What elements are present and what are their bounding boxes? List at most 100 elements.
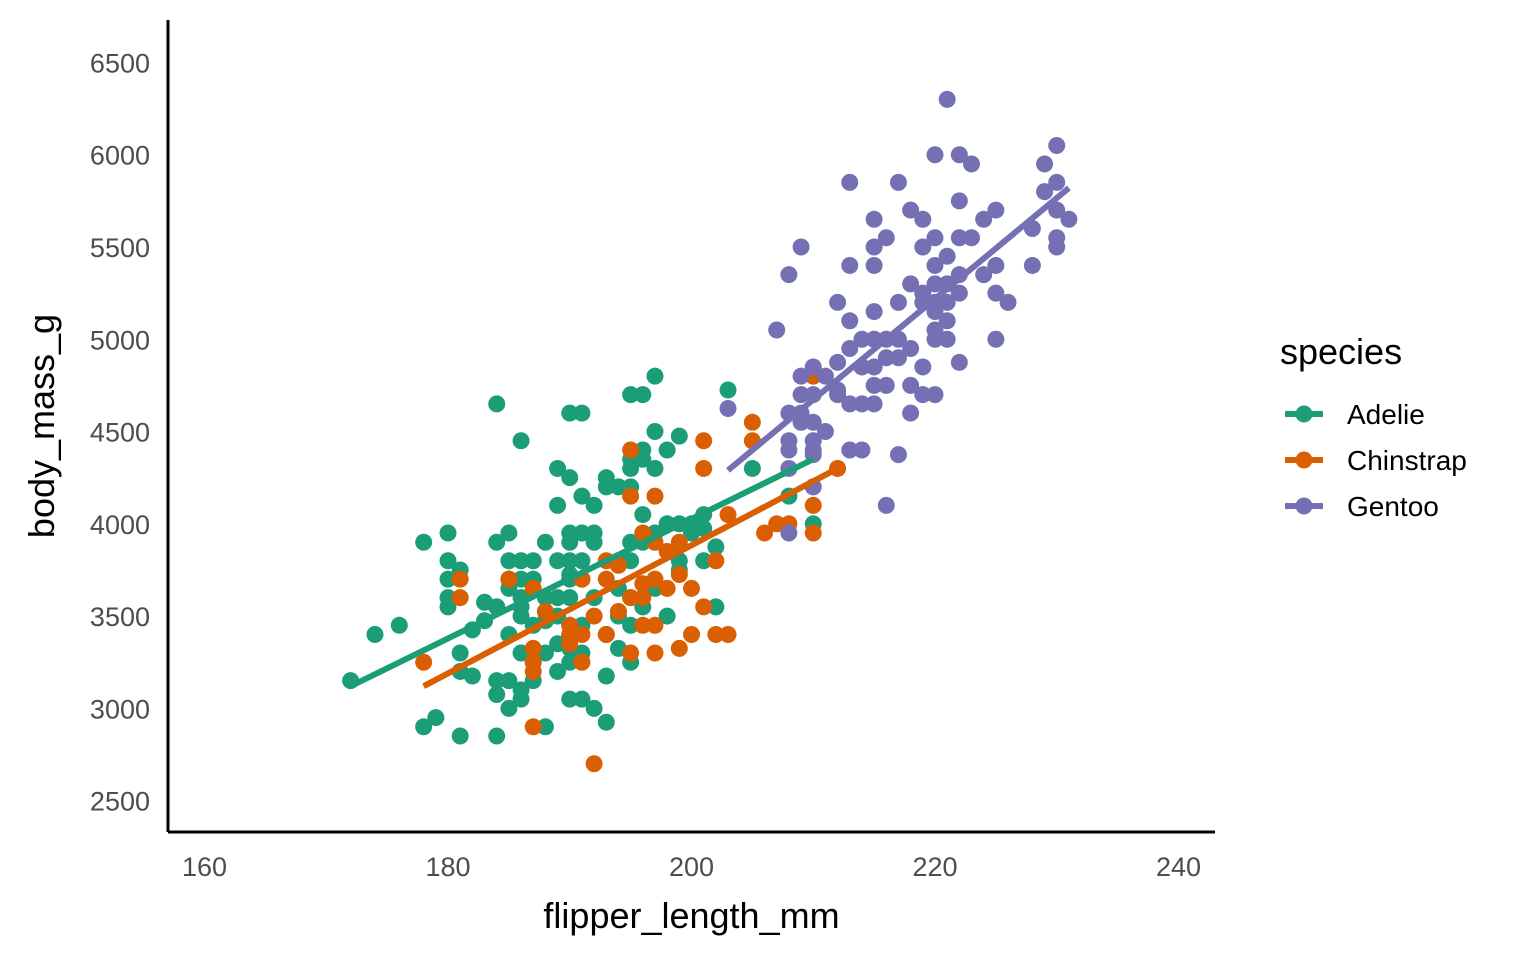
- y-tick-label: 4000: [90, 510, 150, 540]
- data-point: [816, 367, 834, 385]
- data-point: [683, 626, 700, 644]
- data-point: [743, 459, 761, 477]
- y-tick-labels: 2500 3000 3500 4000 4500 5000 5500 6000 6500: [90, 48, 150, 816]
- data-point: [889, 293, 907, 311]
- data-point: [963, 229, 981, 247]
- data-point: [780, 266, 798, 284]
- data-point: [889, 446, 907, 464]
- data-point: [804, 358, 822, 376]
- data-point: [622, 644, 640, 662]
- data-point: [512, 552, 530, 570]
- data-point: [829, 353, 847, 371]
- data-point: [415, 718, 433, 736]
- data-point: [488, 686, 506, 704]
- data-point: [804, 496, 822, 514]
- data-point: [841, 441, 859, 459]
- data-point: [926, 229, 944, 247]
- data-point: [792, 367, 810, 385]
- data-point: [1048, 201, 1066, 219]
- data-point: [451, 589, 469, 607]
- data-point: [646, 570, 664, 588]
- data-point: [999, 293, 1017, 311]
- points-layer: [342, 90, 1078, 773]
- data-point: [865, 256, 883, 274]
- data-point: [634, 506, 652, 524]
- data-point: [987, 284, 1005, 302]
- data-point: [561, 635, 579, 653]
- data-point: [597, 626, 615, 644]
- data-point: [488, 727, 506, 745]
- trend-lines-layer: [349, 185, 1071, 689]
- data-point: [804, 441, 822, 459]
- data-point: [902, 201, 920, 219]
- data-point: [634, 450, 652, 468]
- data-point: [1023, 256, 1041, 274]
- data-point: [865, 238, 883, 256]
- x-axis-title: flipper_length_mm: [543, 895, 839, 936]
- data-point: [536, 718, 554, 736]
- legend: species Adelie Chinstrap Gentoo: [1280, 331, 1467, 522]
- data-point: [987, 256, 1005, 274]
- legend-item-adelie: Adelie: [1285, 399, 1425, 430]
- data-point: [902, 275, 920, 293]
- data-point: [549, 459, 567, 477]
- data-point: [719, 399, 737, 417]
- data-point: [622, 487, 640, 505]
- data-point: [865, 303, 883, 321]
- data-point: [683, 579, 700, 597]
- data-point: [646, 644, 664, 662]
- data-point: [573, 487, 591, 505]
- data-point: [707, 552, 725, 570]
- data-point: [841, 312, 859, 330]
- data-point: [914, 238, 932, 256]
- data-point: [658, 441, 676, 459]
- data-point: [500, 570, 518, 588]
- data-point: [622, 441, 640, 459]
- data-point: [950, 192, 968, 210]
- data-point: [1060, 210, 1078, 228]
- data-point: [609, 478, 627, 496]
- data-point: [439, 570, 457, 588]
- data-point: [573, 524, 591, 542]
- data-point: [987, 201, 1005, 219]
- data-point: [926, 303, 944, 321]
- data-point: [950, 229, 968, 247]
- data-point: [573, 404, 591, 422]
- data-point: [622, 459, 640, 477]
- data-point: [549, 589, 567, 607]
- y-tick-label: 4500: [90, 418, 150, 448]
- data-point: [561, 552, 579, 570]
- data-point: [938, 247, 956, 265]
- data-point: [1036, 183, 1054, 201]
- legend-key-point: [1295, 451, 1313, 469]
- data-point: [877, 496, 895, 514]
- series-gentoo-points: [719, 90, 1078, 542]
- data-point: [695, 459, 713, 477]
- x-tick-label: 220: [912, 852, 957, 882]
- data-point: [622, 386, 640, 404]
- data-point: [865, 376, 883, 394]
- data-point: [768, 321, 786, 339]
- data-point: [914, 210, 932, 228]
- data-point: [853, 330, 871, 348]
- data-point: [561, 653, 579, 671]
- data-point: [488, 533, 506, 551]
- data-point: [841, 339, 859, 357]
- data-point: [597, 570, 615, 588]
- x-tick-label: 240: [1156, 852, 1201, 882]
- data-point: [926, 275, 944, 293]
- data-point: [622, 589, 640, 607]
- data-point: [561, 533, 579, 551]
- data-point: [841, 173, 859, 191]
- data-point: [524, 552, 542, 570]
- trend-line-adelie: [349, 456, 815, 689]
- data-point: [719, 381, 737, 399]
- data-point: [877, 349, 895, 367]
- data-point: [829, 293, 847, 311]
- data-point: [536, 602, 554, 620]
- y-tick-label: 6500: [90, 48, 150, 78]
- data-point: [926, 256, 944, 274]
- data-point: [500, 524, 518, 542]
- data-point: [646, 487, 664, 505]
